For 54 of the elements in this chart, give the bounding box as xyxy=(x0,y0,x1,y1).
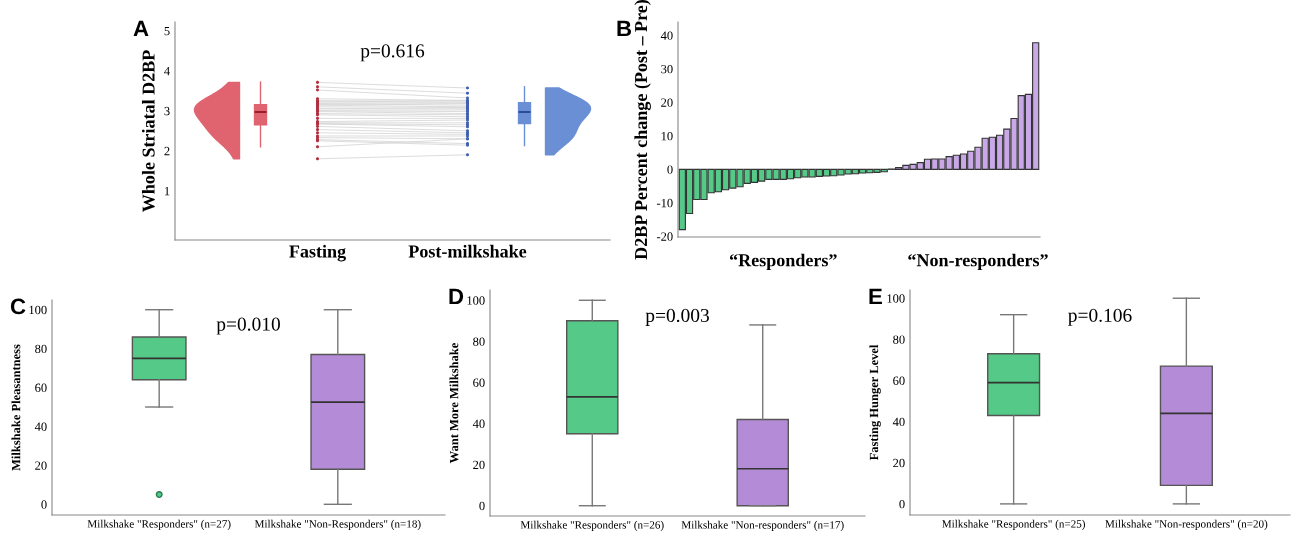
y-tick-label: 1 xyxy=(164,186,170,196)
y-tick-label: 5 xyxy=(164,26,170,36)
y-axis-title: Milkshake Pleasantness xyxy=(11,344,21,471)
x-tick-label: Milkshake "Non-responders" (n=17) xyxy=(681,520,844,531)
annotation: p=0.106 xyxy=(1068,308,1132,326)
x-tick-label: “Responders” xyxy=(729,253,837,271)
y-axis-title: D2BP Percent change (Post – Pre) xyxy=(634,0,651,260)
y-tick-label: 60 xyxy=(473,378,485,387)
annotation: p=0.003 xyxy=(645,308,709,326)
y-tick-label: 30 xyxy=(661,64,673,74)
y-tick-label: 4 xyxy=(164,66,170,76)
y-tick-label: -10 xyxy=(656,198,673,208)
y-tick-label: 2 xyxy=(164,146,170,156)
y-tick-label: 80 xyxy=(35,344,47,354)
y-tick-label: 40 xyxy=(660,31,673,40)
x-tick-label: “Non-responders” xyxy=(908,253,1048,271)
chart-title: B xyxy=(617,20,632,37)
x-tick-label: Milkshake "Responders" (n=25) xyxy=(942,519,1085,530)
y-tick-label: 20 xyxy=(661,98,673,107)
y-tick-label: 100 xyxy=(29,305,47,315)
y-tick-label: 0 xyxy=(41,500,47,509)
y-tick-label: 60 xyxy=(893,376,905,385)
chart-title: C xyxy=(10,298,26,315)
x-tick-label: Milkshake "Non-Responders" (n=18) xyxy=(254,519,421,530)
annotation: p=0.010 xyxy=(216,317,280,335)
y-tick-label: 40 xyxy=(892,417,905,427)
y-tick-label: 20 xyxy=(35,461,47,470)
y-tick-label: 20 xyxy=(893,458,905,468)
y-tick-label: 100 xyxy=(887,294,905,303)
y-axis-title: Want More Milkshake xyxy=(449,343,459,464)
x-tick-label: Post-milkshake xyxy=(408,244,527,258)
y-tick-label: -20 xyxy=(656,232,673,241)
y-tick-label: 10 xyxy=(661,131,673,141)
y-tick-label: 60 xyxy=(35,383,47,393)
x-tick-label: Milkshake "Responders" (n=26) xyxy=(520,520,664,531)
x-tick-label: Fasting xyxy=(289,244,346,262)
chart-title: A xyxy=(133,20,149,37)
x-tick-label: Milkshake "Non-responders" (n=20) xyxy=(1105,519,1268,530)
y-tick-label: 0 xyxy=(479,501,485,511)
y-tick-label: 0 xyxy=(667,165,673,174)
y-tick-label: 20 xyxy=(473,460,485,470)
y-axis-title: Fasting Hunger Level xyxy=(869,344,881,461)
y-tick-label: 80 xyxy=(473,337,485,346)
chart-title: E xyxy=(869,288,882,305)
y-tick-label: 0 xyxy=(899,499,905,509)
x-tick-label: Milkshake "Responders" (n=27) xyxy=(87,519,231,530)
y-tick-label: 3 xyxy=(164,106,170,116)
y-axis-title: Whole Striatal D2BP xyxy=(141,50,155,212)
annotation: p=0.616 xyxy=(360,44,425,62)
y-tick-label: 80 xyxy=(893,335,905,344)
chart-title: D xyxy=(449,288,464,305)
y-tick-label: 40 xyxy=(472,419,485,429)
y-tick-label: 40 xyxy=(34,422,47,431)
y-tick-label: 100 xyxy=(467,296,485,305)
